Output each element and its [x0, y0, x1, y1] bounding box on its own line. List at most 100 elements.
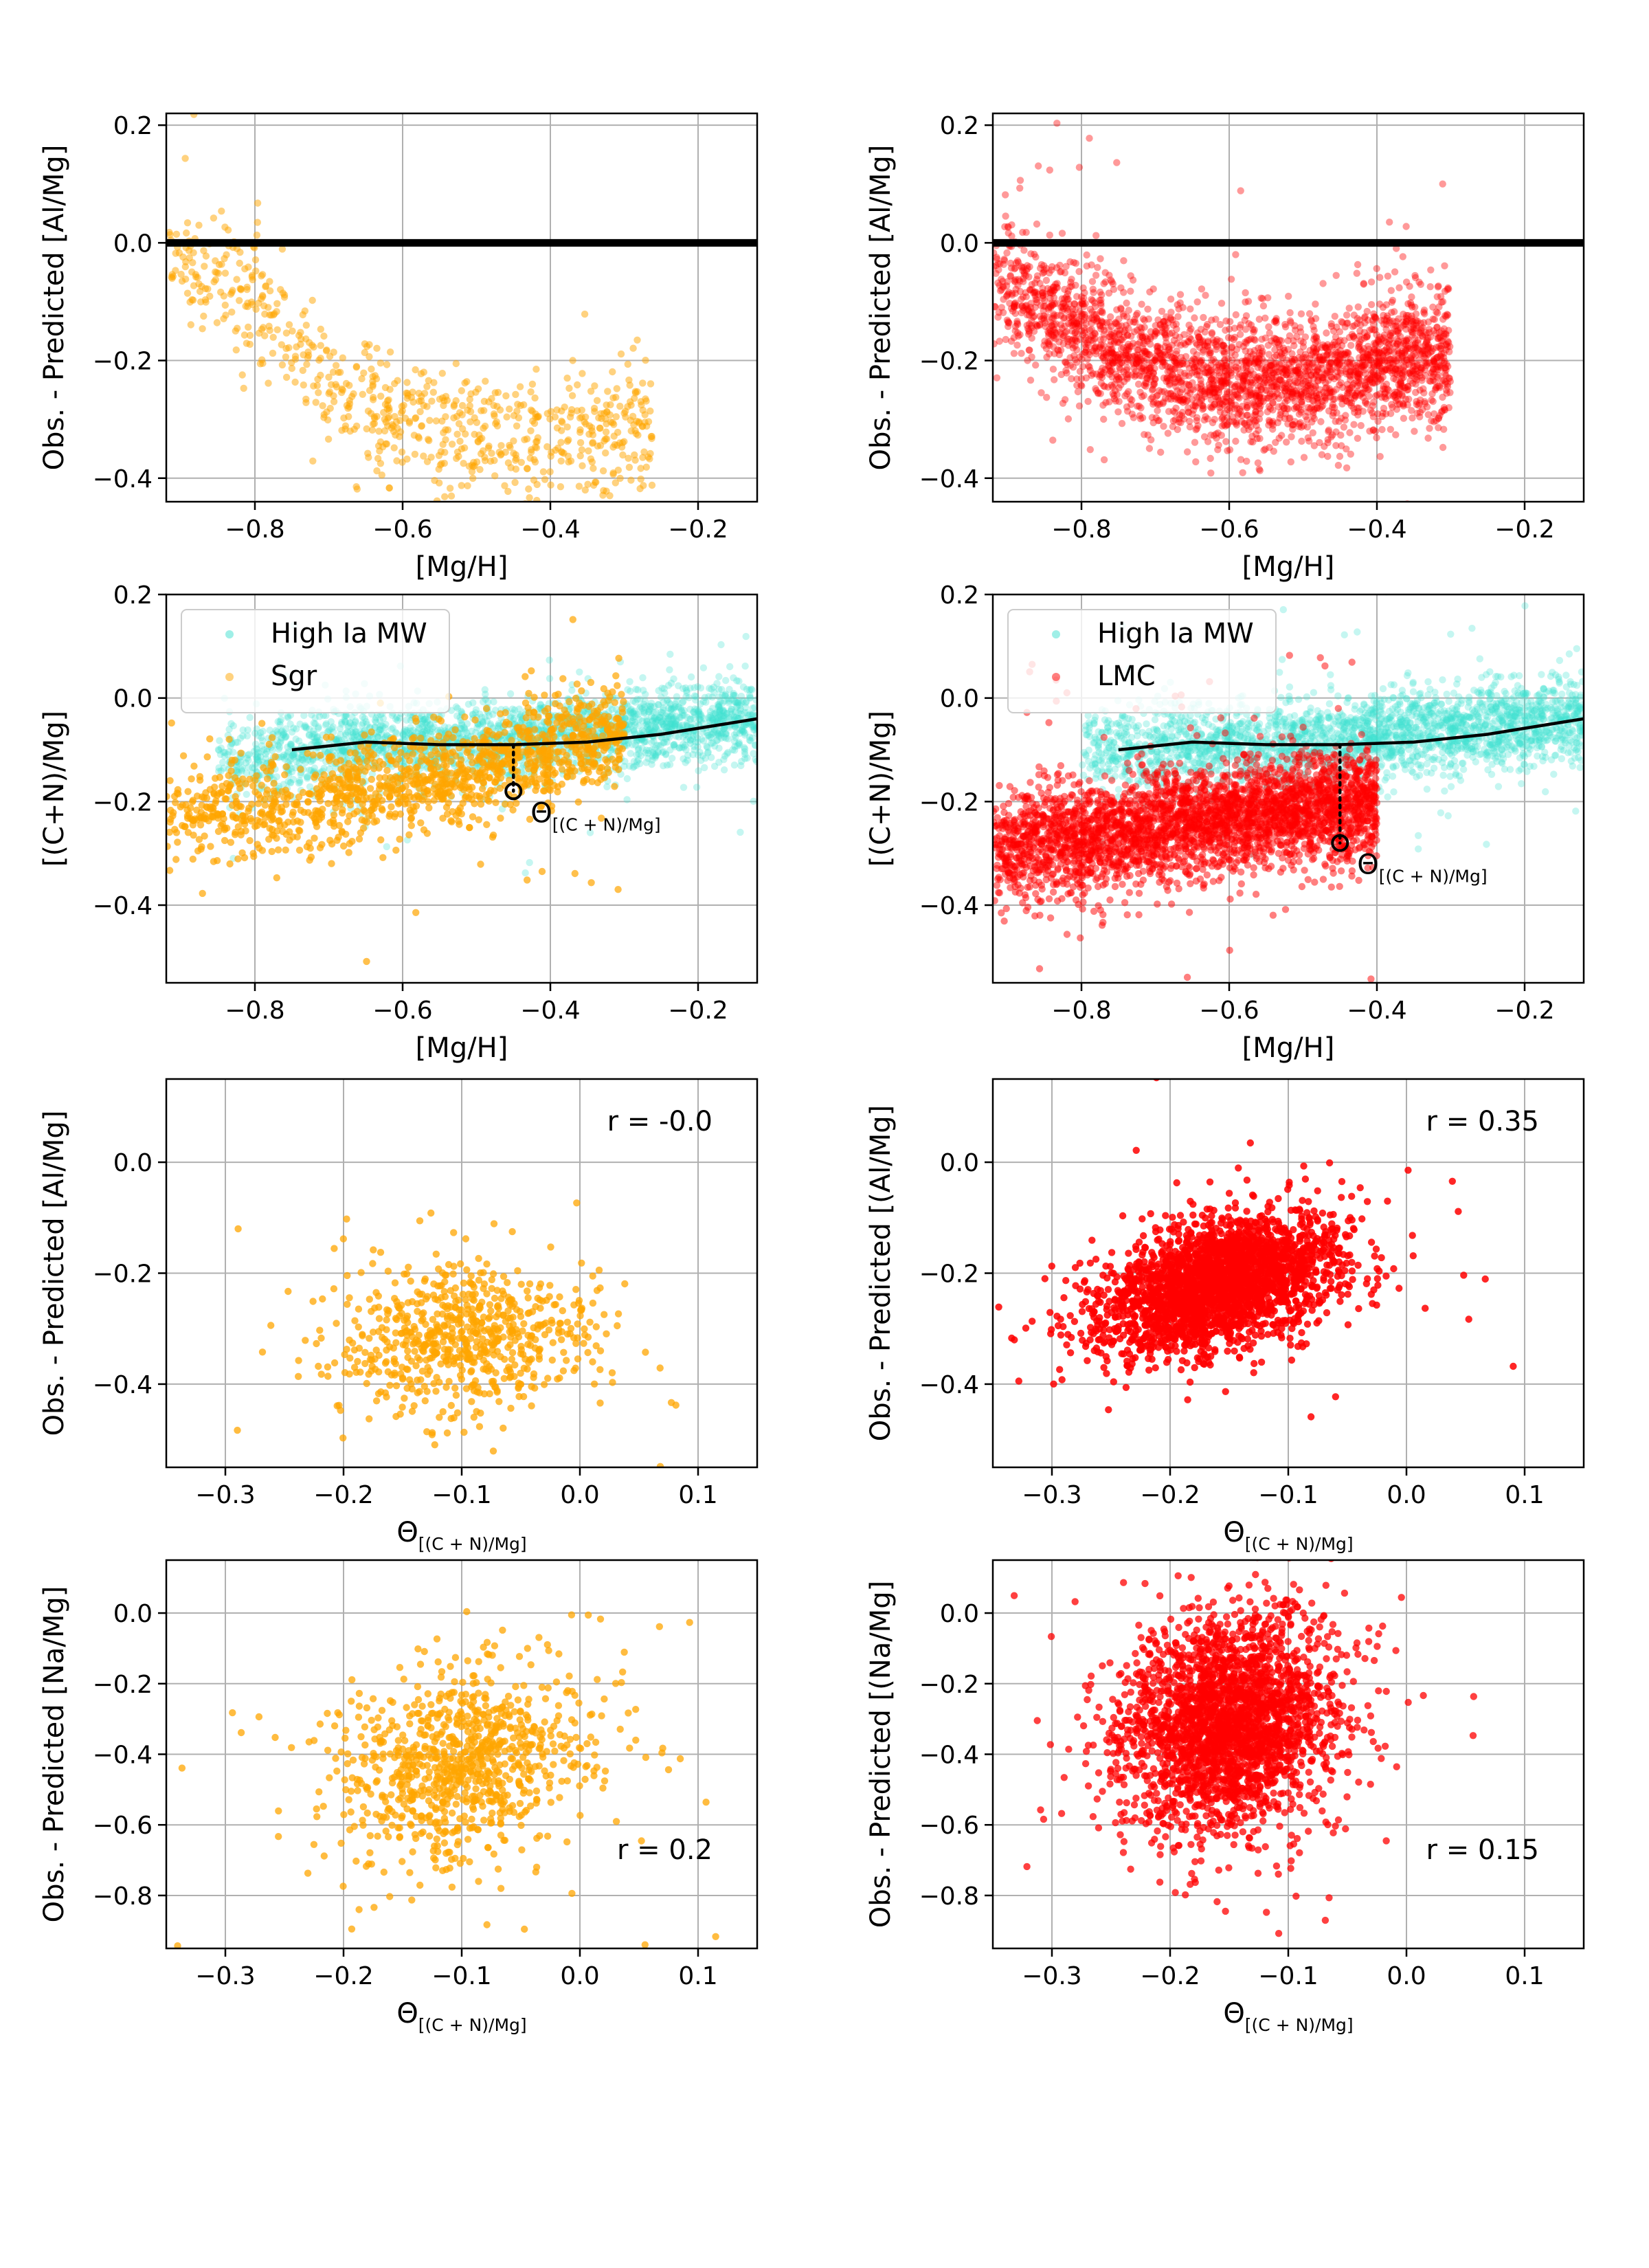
- data-point: [1080, 324, 1088, 332]
- data-point: [1120, 333, 1128, 341]
- data-point: [1222, 398, 1230, 406]
- data-point: [1097, 336, 1104, 344]
- data-point: [695, 767, 702, 775]
- data-point: [260, 302, 268, 310]
- data-point: [1323, 389, 1331, 397]
- data-point: [641, 698, 649, 705]
- data-point: [1244, 298, 1253, 305]
- data-point: [1430, 358, 1437, 366]
- data-point: [1261, 367, 1269, 375]
- data-point: [1432, 365, 1440, 373]
- data-point: [1136, 333, 1144, 340]
- data-point: [1123, 343, 1131, 351]
- data-point: [1323, 355, 1331, 364]
- data-point: [1371, 349, 1380, 357]
- data-point: [634, 431, 642, 439]
- data-point: [1112, 318, 1120, 326]
- data-point: [1345, 389, 1353, 397]
- data-point: [648, 481, 656, 489]
- data-point: [245, 764, 252, 771]
- data-point: [1387, 355, 1395, 364]
- data-point: [1183, 360, 1191, 368]
- data-point: [427, 454, 435, 461]
- data-point: [1371, 326, 1379, 334]
- data-point: [166, 231, 174, 238]
- data-point: [1384, 386, 1393, 394]
- data-point: [1424, 350, 1432, 357]
- data-point: [1326, 389, 1334, 397]
- data-point: [514, 401, 521, 408]
- data-point: [373, 467, 381, 475]
- data-point: [1272, 319, 1280, 326]
- data-point: [1207, 368, 1215, 376]
- data-point: [1129, 353, 1136, 360]
- data-point: [1165, 343, 1173, 351]
- data-point: [1306, 355, 1314, 362]
- data-point: [1444, 311, 1452, 319]
- data-point: [1126, 318, 1134, 326]
- data-point: [1287, 319, 1294, 326]
- data-point: [1201, 390, 1209, 398]
- data-point: [1417, 351, 1424, 358]
- data-point: [1317, 360, 1325, 368]
- data-point: [1104, 383, 1112, 391]
- data-point: [237, 758, 245, 766]
- data-point: [1024, 331, 1033, 338]
- data-point: [1308, 360, 1316, 368]
- data-point: [1028, 334, 1035, 342]
- data-point: [1372, 355, 1380, 362]
- data-point: [1220, 402, 1229, 410]
- data-point: [1369, 348, 1378, 356]
- data-point: [1218, 364, 1226, 371]
- data-point: [497, 450, 505, 458]
- data-point: [1386, 366, 1393, 375]
- data-point: [1433, 324, 1441, 331]
- data-point: [601, 410, 608, 417]
- data-point: [1297, 382, 1305, 390]
- data-point: [1297, 310, 1305, 318]
- data-point: [1226, 318, 1234, 326]
- data-point: [1242, 362, 1250, 370]
- data-point: [1295, 361, 1303, 368]
- data-point: [1286, 414, 1294, 422]
- data-point: [350, 390, 357, 398]
- data-point: [1405, 369, 1413, 377]
- data-point: [1105, 362, 1112, 370]
- data-point: [1312, 383, 1320, 390]
- data-point: [1376, 274, 1384, 281]
- data-point: [1376, 340, 1384, 348]
- data-point: [619, 451, 627, 459]
- data-point: [750, 750, 757, 757]
- data-point: [1078, 312, 1086, 320]
- data-point: [518, 764, 526, 772]
- data-point: [1215, 401, 1223, 408]
- data-point: [1108, 348, 1116, 356]
- data-point: [1209, 389, 1217, 397]
- data-point: [587, 388, 595, 395]
- data-point: [473, 419, 481, 426]
- data-point: [1132, 353, 1140, 361]
- data-point: [1047, 266, 1055, 274]
- data-point: [1239, 375, 1247, 382]
- data-point: [1264, 342, 1272, 349]
- data-point: [1387, 410, 1395, 417]
- data-point: [1154, 401, 1162, 408]
- data-point: [232, 346, 240, 354]
- data-point: [1321, 443, 1328, 450]
- data-point: [1432, 329, 1439, 337]
- data-point: [1373, 359, 1381, 366]
- data-point: [1340, 350, 1348, 358]
- data-point: [1319, 280, 1327, 287]
- data-point: [1437, 337, 1446, 344]
- data-point: [1192, 458, 1200, 466]
- data-point: [491, 389, 499, 397]
- data-point: [324, 435, 333, 443]
- data-point: [1175, 394, 1183, 402]
- data-point: [1050, 332, 1057, 340]
- data-point: [1442, 386, 1450, 394]
- data-point: [631, 451, 638, 459]
- data-point: [1117, 355, 1124, 363]
- data-point: [1363, 378, 1371, 386]
- data-point: [1134, 326, 1141, 334]
